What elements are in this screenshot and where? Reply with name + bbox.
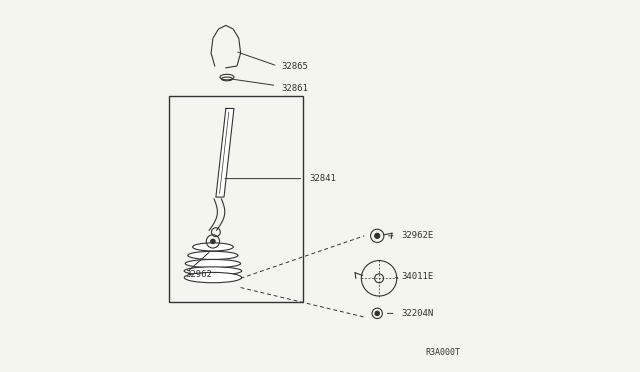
Ellipse shape bbox=[184, 272, 241, 283]
Text: 32962E: 32962E bbox=[401, 231, 433, 240]
Ellipse shape bbox=[193, 243, 233, 251]
Circle shape bbox=[374, 233, 380, 238]
Text: 34011E: 34011E bbox=[401, 272, 433, 281]
Circle shape bbox=[211, 239, 215, 244]
Polygon shape bbox=[216, 109, 234, 197]
Text: 32962: 32962 bbox=[185, 270, 212, 279]
Text: R3A000T: R3A000T bbox=[426, 348, 460, 357]
Text: 32861: 32861 bbox=[281, 84, 308, 93]
Text: 32841: 32841 bbox=[309, 174, 336, 183]
Ellipse shape bbox=[184, 267, 242, 275]
Ellipse shape bbox=[188, 251, 238, 260]
Bar bbox=[168, 96, 303, 302]
Text: 32204N: 32204N bbox=[401, 309, 433, 318]
Ellipse shape bbox=[185, 260, 241, 267]
Text: 32865: 32865 bbox=[281, 61, 308, 71]
Circle shape bbox=[375, 311, 380, 315]
